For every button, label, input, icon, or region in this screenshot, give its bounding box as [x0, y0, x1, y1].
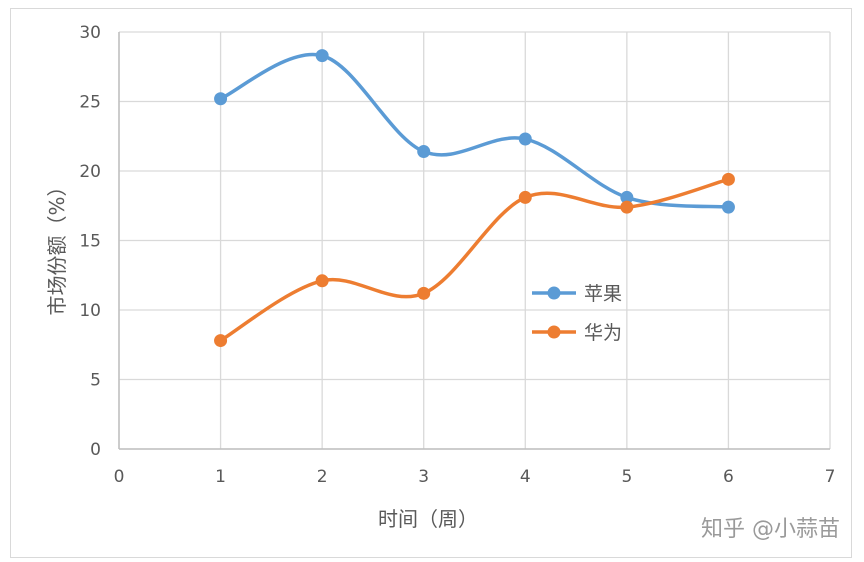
- y-tick-label-5: 5: [90, 371, 101, 391]
- x-tick-label-5: 5: [621, 467, 632, 487]
- legend: 苹果 华为: [532, 283, 622, 344]
- y-tick-label-10: 10: [79, 301, 101, 321]
- x-tick-label-7: 7: [825, 467, 836, 487]
- legend-marker-apple: [547, 286, 561, 300]
- data-point-huawei-2: [315, 274, 329, 288]
- data-point-apple-1: [214, 92, 228, 106]
- y-tick-label-25: 25: [79, 93, 101, 113]
- x-tick-label-4: 4: [520, 467, 531, 487]
- legend-marker-huawei: [547, 325, 561, 339]
- data-point-huawei-6: [721, 172, 735, 186]
- data-point-apple-3: [417, 145, 431, 159]
- data-point-apple-2: [315, 49, 329, 63]
- data-point-huawei-1: [214, 334, 228, 348]
- x-axis-title: 时间（周）: [378, 507, 478, 531]
- y-tick-label-20: 20: [79, 162, 101, 182]
- legend-label-huawei: 华为: [584, 322, 622, 344]
- y-tick-label-0: 0: [90, 440, 101, 460]
- data-point-apple-4: [518, 132, 532, 146]
- data-point-huawei-4: [518, 190, 532, 204]
- y-axis-title: 市场份额（%）: [45, 176, 69, 315]
- data-point-apple-6: [721, 200, 735, 214]
- y-tick-label-15: 15: [79, 232, 101, 252]
- series-line-huawei: [218, 177, 731, 343]
- gridlines: [118, 31, 831, 450]
- y-tick-label-30: 30: [79, 23, 101, 43]
- x-tick-label-6: 6: [723, 467, 734, 487]
- data-point-huawei-3: [417, 286, 431, 300]
- data-point-apple-5: [620, 190, 634, 204]
- plot-series: [214, 49, 735, 348]
- series-line-apple: [218, 52, 731, 209]
- axes: 0 1 2 3 4 5 6 7 0 5 10 15 20 25 30: [79, 23, 835, 487]
- chart-area[interactable]: [10, 8, 852, 558]
- watermark-text: 知乎 @小蒜苗: [701, 517, 840, 542]
- x-tick-label-2: 2: [317, 467, 328, 487]
- x-tick-label-0: 0: [114, 467, 125, 487]
- x-tick-label-3: 3: [418, 467, 429, 487]
- x-tick-label-1: 1: [215, 467, 226, 487]
- data-point-huawei-5: [620, 200, 634, 214]
- legend-label-apple: 苹果: [584, 283, 622, 305]
